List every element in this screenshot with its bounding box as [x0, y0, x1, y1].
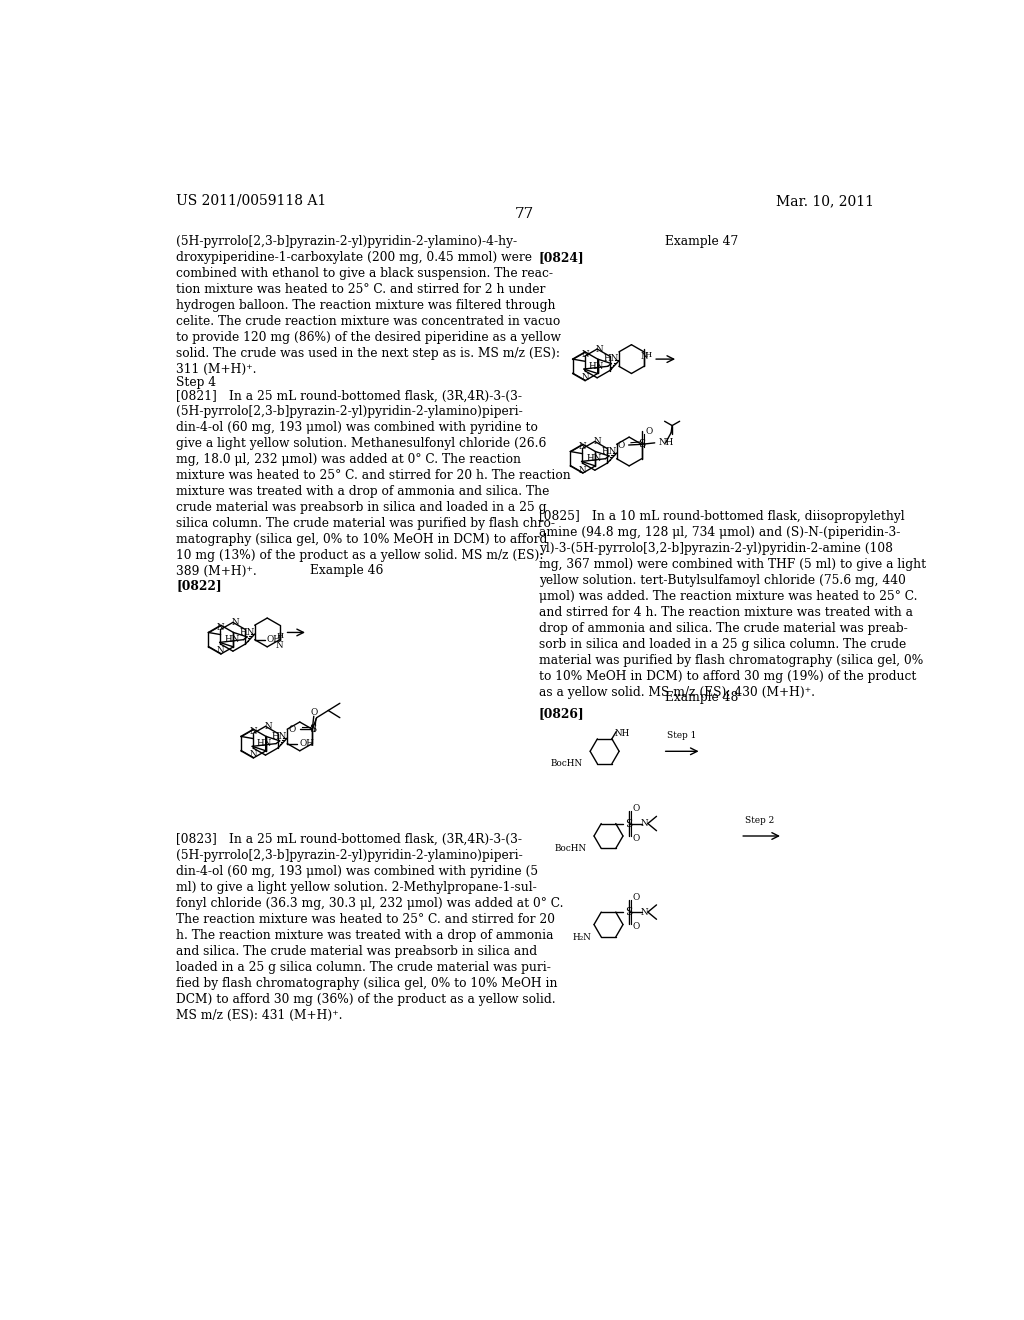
Text: [0825] In a 10 mL round-bottomed flask, diisopropylethyl
amine (94.8 mg, 128 μl,: [0825] In a 10 mL round-bottomed flask, … — [539, 510, 926, 698]
Text: N: N — [640, 351, 648, 360]
Text: NH: NH — [614, 729, 630, 738]
Text: [0823] In a 25 mL round-bottomed flask, (3R,4R)-3-(3-
(5H-pyrrolo[2,3-b]pyrazin-: [0823] In a 25 mL round-bottomed flask, … — [176, 833, 563, 1022]
Text: [0826]: [0826] — [539, 706, 585, 719]
Text: S: S — [638, 440, 645, 449]
Text: HN: HN — [589, 362, 604, 371]
Text: Step 4: Step 4 — [176, 376, 216, 388]
Text: N: N — [217, 623, 224, 632]
Text: N: N — [250, 727, 257, 737]
Text: HN: HN — [601, 446, 616, 455]
Text: HN: HN — [224, 635, 240, 644]
Text: N: N — [250, 750, 257, 759]
Text: H: H — [276, 632, 284, 640]
Text: NH: NH — [658, 438, 674, 447]
Text: (5H-pyrrolo[2,3-b]pyrazin-2-yl)pyridin-2-ylamino)-4-hy-
droxypiperidine-1-carbox: (5H-pyrrolo[2,3-b]pyrazin-2-yl)pyridin-2… — [176, 235, 561, 376]
Text: O: O — [289, 725, 296, 734]
Text: N: N — [231, 618, 240, 627]
Text: N: N — [582, 374, 589, 381]
Text: O: O — [633, 894, 640, 902]
Text: O: O — [645, 426, 653, 436]
Text: HN: HN — [586, 454, 601, 463]
Text: [0822]: [0822] — [176, 579, 221, 593]
Text: HN: HN — [240, 627, 255, 636]
Text: N: N — [594, 437, 601, 446]
Text: N: N — [275, 642, 284, 651]
Text: N: N — [596, 345, 603, 354]
Text: Step 2: Step 2 — [745, 816, 774, 825]
Text: N: N — [582, 350, 589, 359]
Text: Mar. 10, 2011: Mar. 10, 2011 — [775, 194, 873, 207]
Text: N: N — [641, 818, 648, 828]
Text: BocHN: BocHN — [551, 759, 583, 768]
Text: Example 46: Example 46 — [310, 564, 383, 577]
Text: Example 48: Example 48 — [665, 692, 738, 705]
Text: BocHN: BocHN — [555, 843, 587, 853]
Text: N: N — [264, 722, 272, 731]
Text: [0824]: [0824] — [539, 251, 585, 264]
Text: S: S — [626, 818, 633, 829]
Text: 77: 77 — [515, 207, 535, 220]
Text: O: O — [633, 833, 640, 842]
Text: OH: OH — [267, 635, 282, 644]
Text: O: O — [633, 804, 640, 813]
Text: HN: HN — [604, 354, 620, 363]
Text: N: N — [217, 647, 224, 656]
Text: [0821] In a 25 mL round-bottomed flask, (3R,4R)-3-(3-
(5H-pyrrolo[2,3-b]pyrazin-: [0821] In a 25 mL round-bottomed flask, … — [176, 389, 570, 578]
Text: Step 1: Step 1 — [668, 731, 696, 741]
Text: O: O — [310, 708, 317, 717]
Text: N: N — [579, 466, 587, 474]
Text: S: S — [626, 907, 633, 917]
Text: HN: HN — [257, 739, 272, 748]
Text: S: S — [308, 725, 316, 734]
Text: US 2011/0059118 A1: US 2011/0059118 A1 — [176, 194, 327, 207]
Text: N: N — [641, 908, 648, 916]
Text: O: O — [633, 923, 640, 931]
Text: Example 47: Example 47 — [665, 235, 738, 248]
Text: O: O — [617, 441, 625, 450]
Text: OH: OH — [300, 739, 314, 748]
Text: H: H — [644, 351, 651, 359]
Text: HN: HN — [272, 731, 288, 741]
Text: H₂N: H₂N — [572, 932, 591, 941]
Text: N: N — [579, 442, 587, 451]
